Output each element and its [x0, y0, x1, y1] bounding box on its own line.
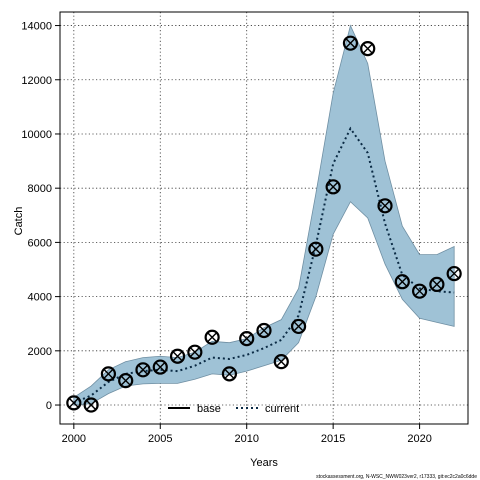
- x-tick-label-2010: 2010: [234, 433, 258, 445]
- cross-marker-2000: [68, 397, 79, 408]
- y-axis-title: Catch: [13, 207, 25, 236]
- x-tick-label-2005: 2005: [148, 433, 172, 445]
- observed-point-2000: [66, 395, 82, 411]
- cross-marker-2002: [103, 368, 114, 379]
- cross-marker-2020: [414, 286, 425, 297]
- cross-marker-2014: [310, 244, 321, 255]
- cross-marker-2006: [172, 351, 183, 362]
- observed-point-2014: [308, 241, 324, 257]
- observed-point-2008: [204, 329, 220, 345]
- cross-marker-2004: [137, 364, 148, 375]
- cross-marker-2008: [207, 332, 218, 343]
- y-tick-label-14000: 14000: [21, 21, 52, 33]
- x-tick-label-2000: 2000: [62, 433, 86, 445]
- cross-marker-2015: [328, 181, 339, 192]
- y-tick-label-10000: 10000: [21, 129, 52, 141]
- x-tick-label-2020: 2020: [407, 433, 431, 445]
- observed-point-2007: [187, 344, 203, 360]
- observed-point-2015: [325, 179, 341, 195]
- cross-marker-2022: [449, 268, 460, 279]
- cross-marker-2017: [362, 43, 373, 54]
- cross-marker-2018: [380, 200, 391, 211]
- observed-point-2016: [342, 35, 359, 51]
- axes: 2000 2005 2010 2015 2020 0 2000 4000 6000 8000 100…: [21, 11, 469, 445]
- observed-point-2019: [394, 274, 410, 290]
- y-tick-label-4000: 4000: [28, 292, 52, 304]
- observed-point-2011: [256, 322, 272, 339]
- cross-marker-2013: [293, 321, 304, 332]
- legend-label-current: current: [265, 403, 299, 415]
- y-tick-label-0: 0: [46, 400, 52, 412]
- cross-marker-2019: [397, 276, 408, 287]
- cross-marker-2001: [86, 400, 97, 411]
- observed-point-2006: [169, 348, 186, 364]
- observed-point-2001: [83, 397, 99, 413]
- cross-marker-2016: [345, 38, 356, 49]
- legend-label-base: base: [197, 403, 221, 415]
- observed-point-2020: [411, 283, 428, 299]
- legend: base current: [168, 403, 299, 415]
- y-tick-label-12000: 12000: [21, 75, 52, 87]
- footer-text: stockassessment.org, N-WSC_NWW023ver2, r…: [316, 474, 477, 480]
- cross-markers: [68, 38, 460, 411]
- cross-marker-2007: [189, 347, 200, 358]
- observed-points: [66, 35, 462, 413]
- observed-point-2004: [135, 362, 151, 378]
- observed-point-2013: [290, 318, 307, 335]
- observed-point-2021: [429, 276, 445, 293]
- cross-marker-2005: [155, 362, 166, 373]
- observed-point-2003: [118, 373, 134, 389]
- x-axis-title: Years: [250, 457, 278, 469]
- observed-point-2012: [273, 354, 289, 370]
- cross-marker-2011: [259, 325, 269, 336]
- y-tick-label-2000: 2000: [28, 346, 52, 358]
- observed-point-2009: [221, 366, 238, 382]
- cross-marker-2009: [224, 368, 235, 379]
- x-tick-label-2015: 2015: [321, 433, 345, 445]
- observed-point-2010: [239, 331, 255, 347]
- confidence-band-area: [73, 24, 455, 406]
- observed-point-2005: [152, 359, 168, 375]
- observed-point-2017: [360, 40, 376, 57]
- observed-point-2022: [446, 265, 462, 282]
- cross-marker-2010: [241, 333, 252, 344]
- y-tick-label-8000: 8000: [28, 183, 52, 195]
- y-tick-label-6000: 6000: [28, 237, 52, 249]
- confidence-band: [73, 24, 455, 406]
- cross-marker-2003: [120, 375, 131, 386]
- plot-frame: [59, 11, 469, 425]
- cross-marker-2021: [431, 279, 442, 290]
- observed-point-2018: [377, 198, 393, 214]
- observed-point-2002: [100, 366, 117, 382]
- cross-marker-2012: [276, 356, 287, 367]
